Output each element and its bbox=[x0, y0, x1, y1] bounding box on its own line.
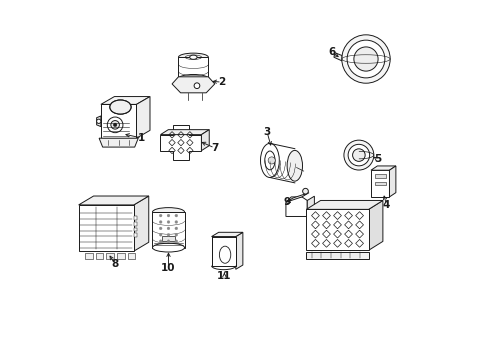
Text: 1: 1 bbox=[138, 133, 146, 143]
Circle shape bbox=[167, 233, 170, 236]
Text: 5: 5 bbox=[374, 154, 381, 165]
Circle shape bbox=[107, 117, 123, 133]
Polygon shape bbox=[96, 253, 103, 259]
Text: 3: 3 bbox=[264, 127, 270, 137]
Circle shape bbox=[303, 188, 308, 194]
Circle shape bbox=[175, 227, 178, 230]
Polygon shape bbox=[390, 166, 396, 197]
Circle shape bbox=[347, 40, 385, 78]
Circle shape bbox=[342, 35, 390, 83]
Polygon shape bbox=[127, 253, 135, 259]
Ellipse shape bbox=[287, 150, 302, 181]
Circle shape bbox=[113, 123, 117, 127]
Polygon shape bbox=[99, 138, 138, 147]
Polygon shape bbox=[97, 116, 101, 127]
Polygon shape bbox=[371, 166, 396, 170]
Circle shape bbox=[167, 221, 170, 224]
Circle shape bbox=[348, 144, 369, 166]
Polygon shape bbox=[334, 53, 342, 61]
Polygon shape bbox=[371, 170, 390, 197]
Polygon shape bbox=[152, 212, 185, 248]
Circle shape bbox=[344, 140, 374, 170]
Polygon shape bbox=[134, 222, 137, 226]
Text: 8: 8 bbox=[111, 258, 119, 269]
Polygon shape bbox=[161, 130, 209, 135]
Polygon shape bbox=[134, 233, 137, 237]
Polygon shape bbox=[134, 216, 137, 220]
Ellipse shape bbox=[220, 246, 231, 263]
Polygon shape bbox=[306, 210, 368, 250]
Circle shape bbox=[194, 83, 200, 89]
Polygon shape bbox=[161, 125, 201, 161]
Circle shape bbox=[167, 240, 170, 243]
Polygon shape bbox=[172, 77, 215, 93]
Circle shape bbox=[175, 240, 178, 243]
Polygon shape bbox=[212, 237, 236, 266]
Circle shape bbox=[175, 214, 178, 217]
Text: 6: 6 bbox=[329, 47, 336, 57]
Polygon shape bbox=[286, 197, 307, 216]
Polygon shape bbox=[134, 228, 137, 231]
Polygon shape bbox=[137, 96, 150, 138]
Polygon shape bbox=[375, 174, 386, 177]
Polygon shape bbox=[306, 201, 383, 210]
Polygon shape bbox=[201, 130, 209, 150]
Polygon shape bbox=[117, 253, 125, 259]
Circle shape bbox=[159, 214, 162, 217]
Polygon shape bbox=[162, 236, 175, 241]
Text: 7: 7 bbox=[211, 143, 219, 153]
Polygon shape bbox=[79, 205, 134, 251]
Circle shape bbox=[167, 214, 170, 217]
Circle shape bbox=[353, 149, 365, 161]
Polygon shape bbox=[101, 104, 137, 138]
Text: 10: 10 bbox=[161, 263, 176, 273]
Text: 9: 9 bbox=[283, 197, 291, 207]
Polygon shape bbox=[106, 253, 114, 259]
Polygon shape bbox=[178, 57, 208, 78]
Polygon shape bbox=[286, 193, 309, 202]
Polygon shape bbox=[307, 196, 315, 216]
Polygon shape bbox=[85, 253, 93, 259]
Circle shape bbox=[97, 119, 101, 123]
Ellipse shape bbox=[261, 143, 279, 177]
Circle shape bbox=[268, 157, 275, 164]
Ellipse shape bbox=[152, 208, 185, 216]
Text: 2: 2 bbox=[218, 77, 225, 87]
Ellipse shape bbox=[178, 53, 208, 61]
Circle shape bbox=[111, 121, 120, 129]
Circle shape bbox=[159, 240, 162, 243]
Circle shape bbox=[354, 47, 378, 71]
Text: 11: 11 bbox=[217, 271, 232, 281]
Circle shape bbox=[175, 233, 178, 236]
Circle shape bbox=[167, 227, 170, 230]
Ellipse shape bbox=[190, 55, 197, 59]
Ellipse shape bbox=[152, 243, 185, 252]
Ellipse shape bbox=[265, 151, 275, 170]
Polygon shape bbox=[79, 196, 149, 205]
Polygon shape bbox=[212, 232, 243, 237]
Circle shape bbox=[159, 221, 162, 224]
Text: 4: 4 bbox=[383, 200, 391, 210]
Circle shape bbox=[175, 221, 178, 224]
Circle shape bbox=[159, 233, 162, 236]
Circle shape bbox=[159, 227, 162, 230]
Polygon shape bbox=[101, 96, 150, 104]
Polygon shape bbox=[134, 196, 149, 251]
Polygon shape bbox=[306, 252, 368, 259]
Ellipse shape bbox=[178, 75, 208, 83]
Ellipse shape bbox=[110, 100, 131, 114]
Polygon shape bbox=[368, 201, 383, 250]
Polygon shape bbox=[375, 182, 386, 185]
Polygon shape bbox=[236, 232, 243, 269]
